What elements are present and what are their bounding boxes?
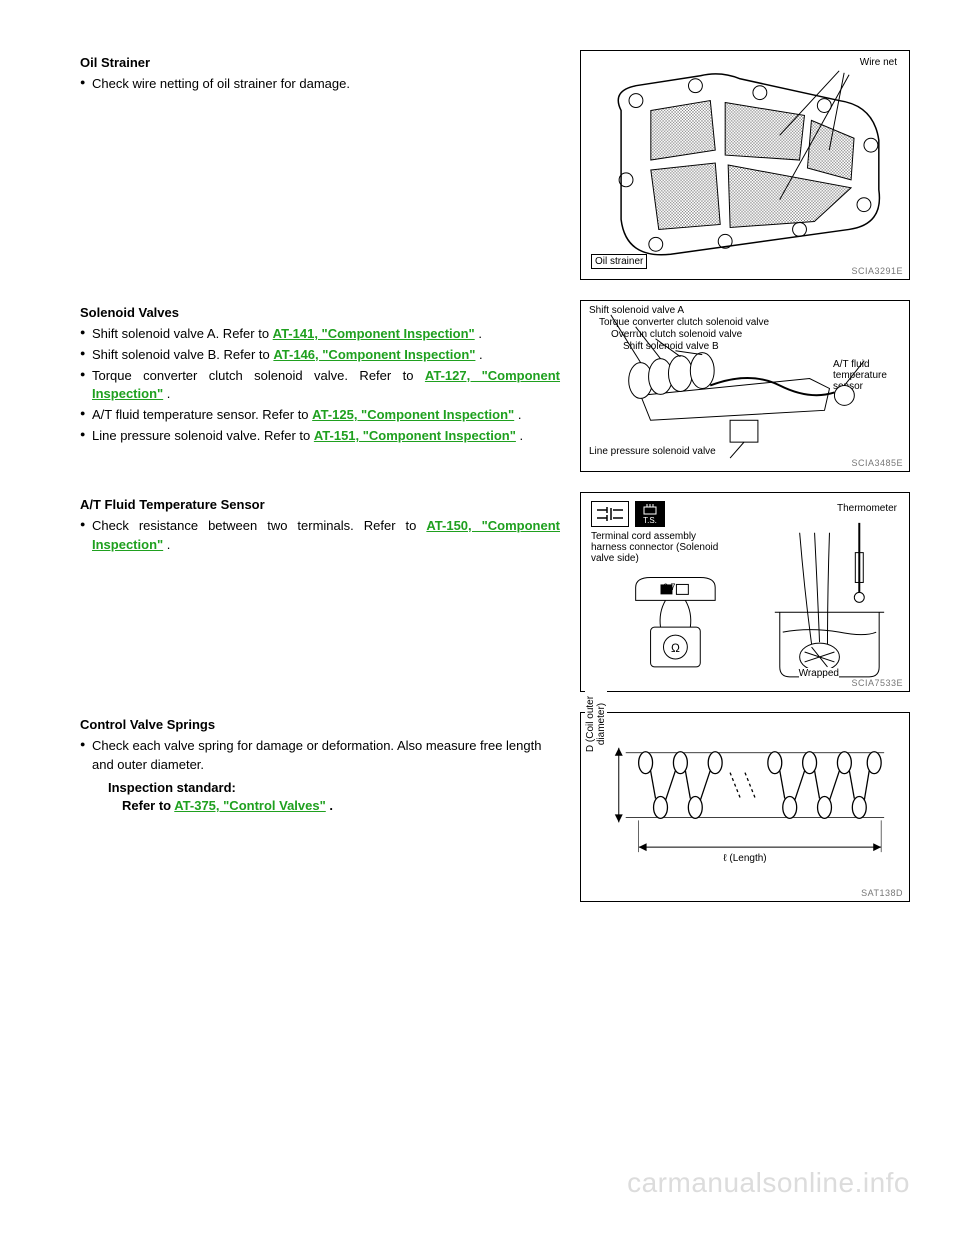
oil-strainer-text: Oil Strainer Check wire netting of oil s… bbox=[80, 50, 560, 280]
link-ssvb[interactable]: AT-146, "Component Inspection" bbox=[273, 347, 475, 362]
figure-oil-strainer: Wire net Oil strainer SCIA3291E bbox=[580, 50, 910, 280]
spec-b: . bbox=[326, 798, 333, 813]
label-length: ℓ (Length) bbox=[581, 853, 909, 864]
figure-solenoids: Shift solenoid valve A Torque converter … bbox=[580, 300, 910, 472]
temp-sensor-text: A/T Fluid Temperature Sensor Check resis… bbox=[80, 492, 560, 692]
heading-solenoids: Solenoid Valves bbox=[80, 304, 560, 323]
spec-heading: Inspection standard: bbox=[108, 779, 560, 798]
bullet-oil-strainer: Check wire netting of oil strainer for d… bbox=[80, 75, 560, 94]
figure-spring: D (Coil outer diameter) ℓ (Length) SAT13… bbox=[580, 712, 910, 902]
figure-id-2: SCIA3485E bbox=[851, 459, 903, 469]
link-temp[interactable]: AT-125, "Component Inspection" bbox=[312, 407, 514, 422]
figure-id-3: SCIA7533E bbox=[851, 679, 903, 689]
line-lp-b: . bbox=[516, 428, 523, 443]
figure-temp-sensor: T.S. Terminal cord assembly harness conn… bbox=[580, 492, 910, 692]
link-lp[interactable]: AT-151, "Component Inspection" bbox=[314, 428, 516, 443]
link-control-valves[interactable]: AT-375, "Control Valves" bbox=[174, 798, 326, 813]
svg-text:Ω: Ω bbox=[671, 641, 680, 655]
line-temp-check-a: Check resistance between two terminals. … bbox=[92, 518, 426, 533]
line-tcc-b: . bbox=[163, 386, 170, 401]
label-wrapped: Wrapped bbox=[799, 668, 839, 679]
heading-springs: Control Valve Springs bbox=[80, 716, 560, 735]
figure-id-1: SCIA3291E bbox=[851, 267, 903, 277]
link-ssva[interactable]: AT-141, "Component Inspection" bbox=[273, 326, 475, 341]
heading-temp-sensor: A/T Fluid Temperature Sensor bbox=[80, 496, 560, 515]
heading-oil-strainer: Oil Strainer bbox=[80, 54, 560, 73]
label-pins: 6 7 bbox=[663, 583, 676, 593]
line-ssvb-a: Shift solenoid valve B. Refer to bbox=[92, 347, 273, 362]
label-wire-net: Wire net bbox=[860, 57, 897, 68]
label-oil-strainer: Oil strainer bbox=[591, 254, 647, 269]
line-lp-a: Line pressure solenoid valve. Refer to bbox=[92, 428, 314, 443]
watermark: carmanualsonline.info bbox=[627, 1163, 910, 1204]
line-ssva-a: Shift solenoid valve A. Refer to bbox=[92, 326, 273, 341]
springs-text: Control Valve Springs Check each valve s… bbox=[80, 712, 560, 902]
line-temp-check-b: . bbox=[163, 537, 170, 552]
line-temp-b: . bbox=[514, 407, 521, 422]
line-ssvb-b: . bbox=[475, 347, 482, 362]
label-d-diameter: D (Coil outer diameter) bbox=[585, 689, 607, 759]
solenoid-text: Solenoid Valves Shift solenoid valve A. … bbox=[80, 300, 560, 472]
spec-a: Refer to bbox=[122, 798, 174, 813]
bullet-springs: Check each valve spring for damage or de… bbox=[80, 737, 560, 775]
line-ssva-b: . bbox=[475, 326, 482, 341]
line-tcc-a: Torque converter clutch solenoid valve. … bbox=[92, 368, 425, 383]
figure-id-4: SAT138D bbox=[861, 889, 903, 899]
line-temp-a: A/T fluid temperature sensor. Refer to bbox=[92, 407, 312, 422]
